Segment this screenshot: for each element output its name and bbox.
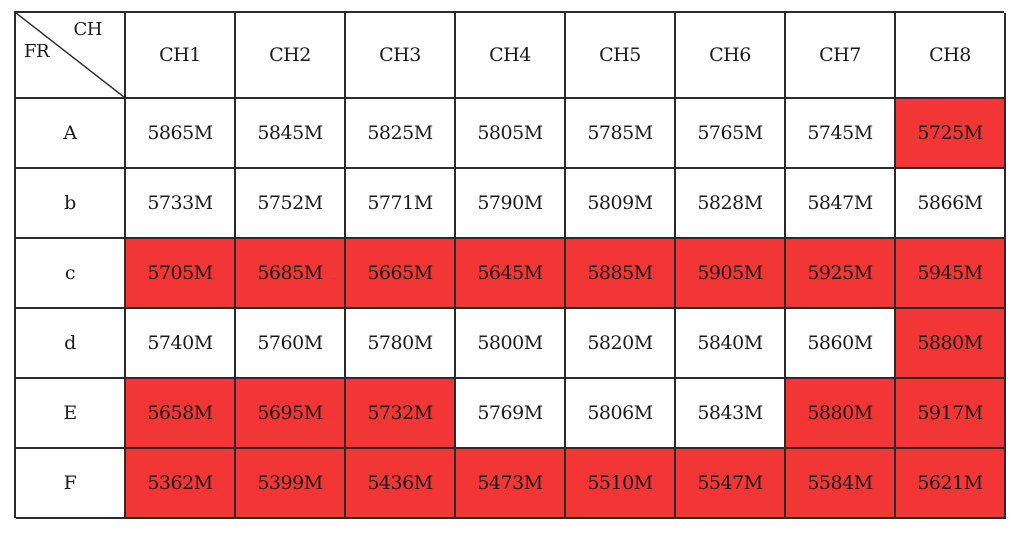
frequency-cell: 5840M [676,309,786,379]
frequency-cell: 5809M [566,169,676,239]
frequency-cell: 5820M [566,309,676,379]
frequency-cell-highlighted: 5917M [896,379,1006,449]
frequency-cell: 5752M [236,169,346,239]
row-label: d [16,309,126,379]
frequency-cell: 5843M [676,379,786,449]
frequency-cell-highlighted: 5885M [566,239,676,309]
frequency-cell: 5760M [236,309,346,379]
frequency-cell: 5785M [566,99,676,169]
frequency-cell: 5771M [346,169,456,239]
column-header-ch6: CH6 [676,13,786,99]
frequency-cell-highlighted: 5665M [346,239,456,309]
column-header-ch5: CH5 [566,13,676,99]
frequency-cell-highlighted: 5436M [346,449,456,519]
frequency-cell: 5740M [126,309,236,379]
row-label: A [16,99,126,169]
frequency-cell-highlighted: 5880M [896,309,1006,379]
frequency-cell-highlighted: 5658M [126,379,236,449]
corner-header-cell: CH FR [16,13,126,99]
column-header-ch8: CH8 [896,13,1006,99]
frequency-cell-highlighted: 5621M [896,449,1006,519]
frequency-cell-highlighted: 5399M [236,449,346,519]
column-header-ch2: CH2 [236,13,346,99]
frequency-cell-highlighted: 5732M [346,379,456,449]
frequency-cell: 5780M [346,309,456,379]
frequency-cell-highlighted: 5695M [236,379,346,449]
frequency-cell-highlighted: 5880M [786,379,896,449]
frequency-cell-highlighted: 5473M [456,449,566,519]
frequency-cell: 5866M [896,169,1006,239]
frequency-cell: 5765M [676,99,786,169]
column-header-ch4: CH4 [456,13,566,99]
frequency-cell: 5769M [456,379,566,449]
frequency-cell-highlighted: 5584M [786,449,896,519]
frequency-cell-highlighted: 5705M [126,239,236,309]
frequency-cell: 5860M [786,309,896,379]
row-label: c [16,239,126,309]
row-label: E [16,379,126,449]
frequency-cell: 5845M [236,99,346,169]
frequency-cell-highlighted: 5685M [236,239,346,309]
frequency-cell: 5865M [126,99,236,169]
frequency-cell: 5828M [676,169,786,239]
frequency-cell: 5800M [456,309,566,379]
row-label: F [16,449,126,519]
frequency-cell: 5825M [346,99,456,169]
frequency-cell: 5733M [126,169,236,239]
column-header-ch7: CH7 [786,13,896,99]
frequency-cell-highlighted: 5945M [896,239,1006,309]
frequency-cell-highlighted: 5362M [126,449,236,519]
column-header-ch1: CH1 [126,13,236,99]
frequency-cell-highlighted: 5645M [456,239,566,309]
frequency-cell-highlighted: 5510M [566,449,676,519]
frequency-cell: 5806M [566,379,676,449]
frequency-cell: 5847M [786,169,896,239]
frequency-cell-highlighted: 5725M [896,99,1006,169]
frequency-cell-highlighted: 5547M [676,449,786,519]
row-label: b [16,169,126,239]
frequency-cell: 5805M [456,99,566,169]
frequency-cell-highlighted: 5905M [676,239,786,309]
diagonal-line-icon [16,13,124,97]
frequency-cell-highlighted: 5925M [786,239,896,309]
column-header-ch3: CH3 [346,13,456,99]
corner-row-label: FR [24,41,50,62]
frequency-cell: 5790M [456,169,566,239]
frequency-cell: 5745M [786,99,896,169]
corner-column-label: CH [73,19,103,40]
